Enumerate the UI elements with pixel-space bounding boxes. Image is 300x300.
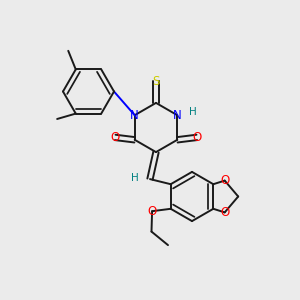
Text: N: N [173,109,182,122]
Text: O: O [148,205,157,218]
Text: O: O [192,131,201,144]
Text: O: O [220,206,229,219]
Text: O: O [220,174,229,187]
Text: H: H [130,172,138,183]
Text: O: O [111,131,120,144]
Text: S: S [152,75,160,88]
Text: H: H [189,107,197,117]
Text: N: N [130,109,139,122]
